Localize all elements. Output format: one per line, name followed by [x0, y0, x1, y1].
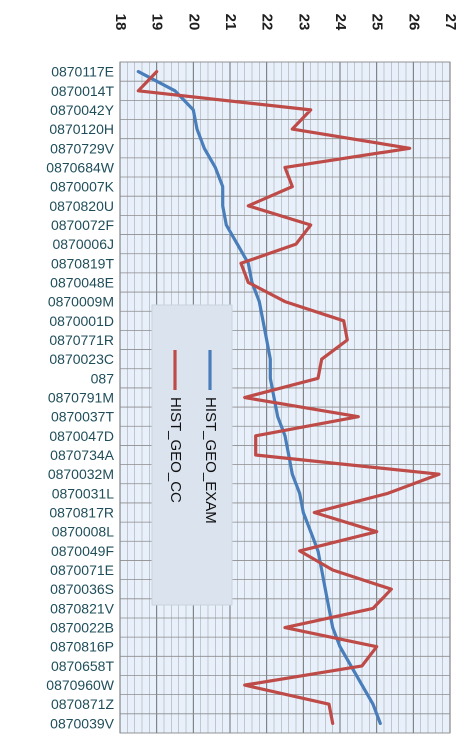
category-label: 0870047D	[49, 428, 114, 444]
category-label: 0870049F	[51, 543, 114, 559]
category-label: 087	[91, 370, 115, 386]
category-label: 0870008L	[52, 524, 115, 540]
category-label: 0870658T	[51, 658, 115, 674]
category-label: 0870042Y	[50, 102, 115, 118]
value-tick-label: 27	[442, 14, 459, 31]
category-label: 0870023C	[49, 351, 114, 367]
category-label: 0870117E	[51, 64, 114, 80]
category-label: 0870791M	[48, 390, 114, 406]
category-label: 0870816P	[50, 639, 114, 655]
category-label: 0870871Z	[51, 696, 115, 712]
category-label: 0870048E	[50, 274, 114, 290]
value-tick-label: 26	[405, 14, 422, 31]
value-tick-label: 23	[295, 14, 312, 31]
value-tick-label: 18	[112, 14, 129, 31]
category-label: 0870031L	[52, 485, 115, 501]
category-label: 0870734A	[50, 447, 115, 463]
legend-label: HIST_GEO_EXAM	[202, 397, 219, 524]
category-label: 0870820U	[49, 198, 114, 214]
legend: HIST_GEO_EXAM HIST_GEO_CC	[152, 305, 232, 605]
category-label: 0870014T	[51, 83, 115, 99]
category-label: 0870039V	[50, 715, 115, 731]
category-label: 0870006J	[52, 236, 114, 252]
category-label: 0870819T	[51, 255, 115, 271]
category-label: 0870001D	[49, 313, 114, 329]
category-label: 0870729V	[50, 140, 115, 156]
value-tick-label: 22	[259, 14, 276, 31]
category-label: 0870032M	[48, 466, 114, 482]
value-tick-label: 25	[369, 14, 386, 31]
value-tick-label: 19	[149, 14, 166, 31]
value-tick-label: 24	[332, 14, 349, 31]
category-label: 0870817R	[49, 505, 114, 521]
category-label: 0870821V	[50, 600, 115, 616]
category-label: 0870007K	[50, 179, 115, 195]
category-label: 0870684W	[46, 159, 115, 175]
category-label: 0870960W	[46, 677, 115, 693]
category-label: 0870009M	[48, 294, 114, 310]
category-label: 0870120H	[49, 121, 114, 137]
value-tick-label: 21	[222, 14, 239, 31]
category-label: 0870036S	[50, 581, 114, 597]
value-tick-label: 20	[185, 14, 202, 31]
category-label: 0870022B	[50, 620, 114, 636]
category-label: 0870072F	[51, 217, 114, 233]
category-label: 0870037T	[51, 409, 115, 425]
category-label: 0870071E	[50, 562, 114, 578]
category-label: 0870771R	[49, 332, 114, 348]
legend-label: HIST_GEO_CC	[167, 397, 184, 503]
